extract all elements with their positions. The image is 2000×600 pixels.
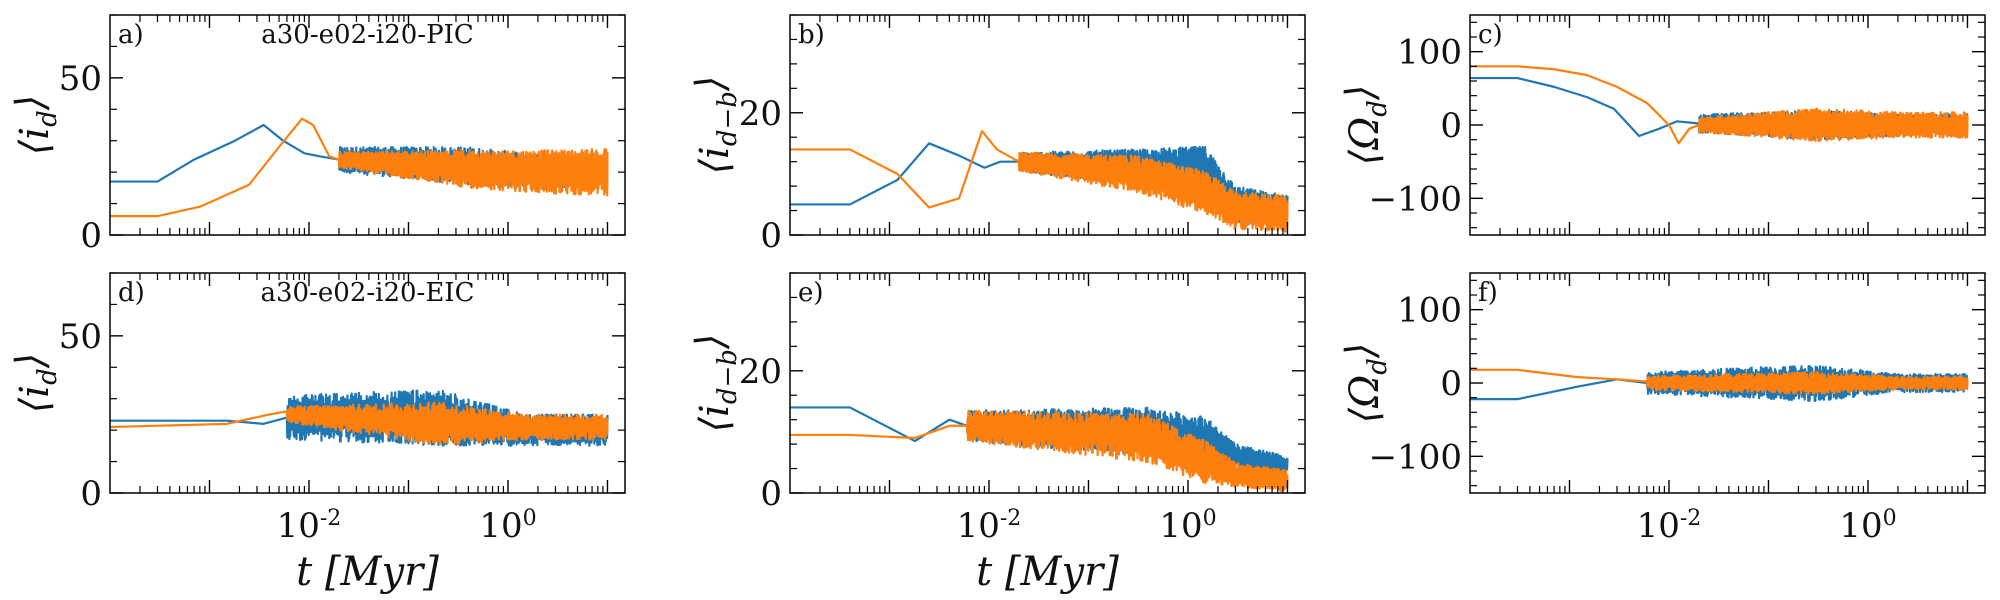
x-axis-label: t [Myr]	[296, 549, 439, 595]
y-tick-label: −100	[1369, 179, 1462, 219]
y-axis-label: ⟨id−b​⟩	[688, 75, 743, 174]
series-line-orange	[790, 409, 1289, 492]
y-tick-label: 100	[1397, 291, 1462, 331]
y-axis-label: ⟨id−b​⟩	[688, 333, 743, 432]
axes-frame	[109, 272, 626, 494]
y-axis-label: ⟨id​⟩	[8, 95, 63, 156]
y-tick-label: 50	[59, 59, 102, 99]
axes-frame	[109, 14, 626, 236]
series-line-orange	[1470, 368, 1969, 395]
y-axis-label: ⟨Ωd​⟩	[1338, 342, 1393, 423]
panel-letter: c)	[1478, 20, 1503, 50]
panel-letter: e)	[798, 278, 824, 308]
y-tick-label: 0	[80, 474, 102, 514]
x-tick-label: 100​	[479, 505, 536, 546]
panel-letter: a)	[118, 20, 144, 50]
x-tick-label: 10-2​	[957, 505, 1022, 546]
x-axis-label: t [Myr]	[976, 549, 1119, 595]
panel-a: 0 50⟨id​⟩ a) a30-e02-i20-PIC	[8, 14, 626, 256]
x-tick-label: 10-2​	[1637, 505, 1702, 546]
panel-d: 10-2​ 100​ 0 50⟨id​⟩ t [Myr] d) a30-e02-i20-EI…	[8, 272, 626, 595]
y-tick-label: 0	[760, 474, 782, 514]
y-tick-label: 0	[80, 216, 102, 256]
y-tick-label: 0	[760, 216, 782, 256]
x-tick-label: 100​	[1159, 505, 1216, 546]
y-tick-label: 0	[1440, 106, 1462, 146]
y-tick-label: 20	[739, 352, 782, 392]
x-tick-label: 100​	[1839, 505, 1896, 546]
axes-frame	[789, 272, 1306, 494]
panel-c: −100 0 100⟨Ωd​⟩ c)	[1338, 14, 1986, 236]
panel-e: 10-2​ 100​ 0 20⟨id−b​⟩ t [Myr] e)	[688, 272, 1306, 595]
y-tick-label: 0	[1440, 364, 1462, 404]
y-tick-label: 50	[59, 317, 102, 357]
y-axis-label: ⟨Ωd​⟩	[1338, 84, 1393, 165]
y-tick-label: −100	[1369, 437, 1462, 477]
panel-b: 0 20⟨id−b​⟩ b)	[688, 14, 1306, 256]
series-line-orange	[110, 117, 609, 218]
panel-f: 10-2​ 100​ −100 0 100⟨Ωd​⟩ f)	[1338, 272, 1986, 546]
y-tick-label: 100	[1397, 33, 1462, 73]
panel-letter: d)	[118, 278, 145, 308]
panel-letter: f)	[1478, 278, 1498, 308]
y-tick-label: 20	[739, 94, 782, 134]
series-line-orange	[110, 401, 609, 446]
x-tick-label: 10-2​	[277, 505, 342, 546]
series-line-orange	[1470, 65, 1969, 145]
panel-title: a30-e02-i20-EIC	[261, 278, 475, 308]
axes-frame	[789, 14, 1306, 236]
panel-letter: b)	[798, 20, 825, 50]
y-axis-label: ⟨id​⟩	[8, 353, 63, 414]
series-line-orange	[790, 130, 1289, 233]
panel-title: a30-e02-i20-PIC	[261, 20, 473, 50]
